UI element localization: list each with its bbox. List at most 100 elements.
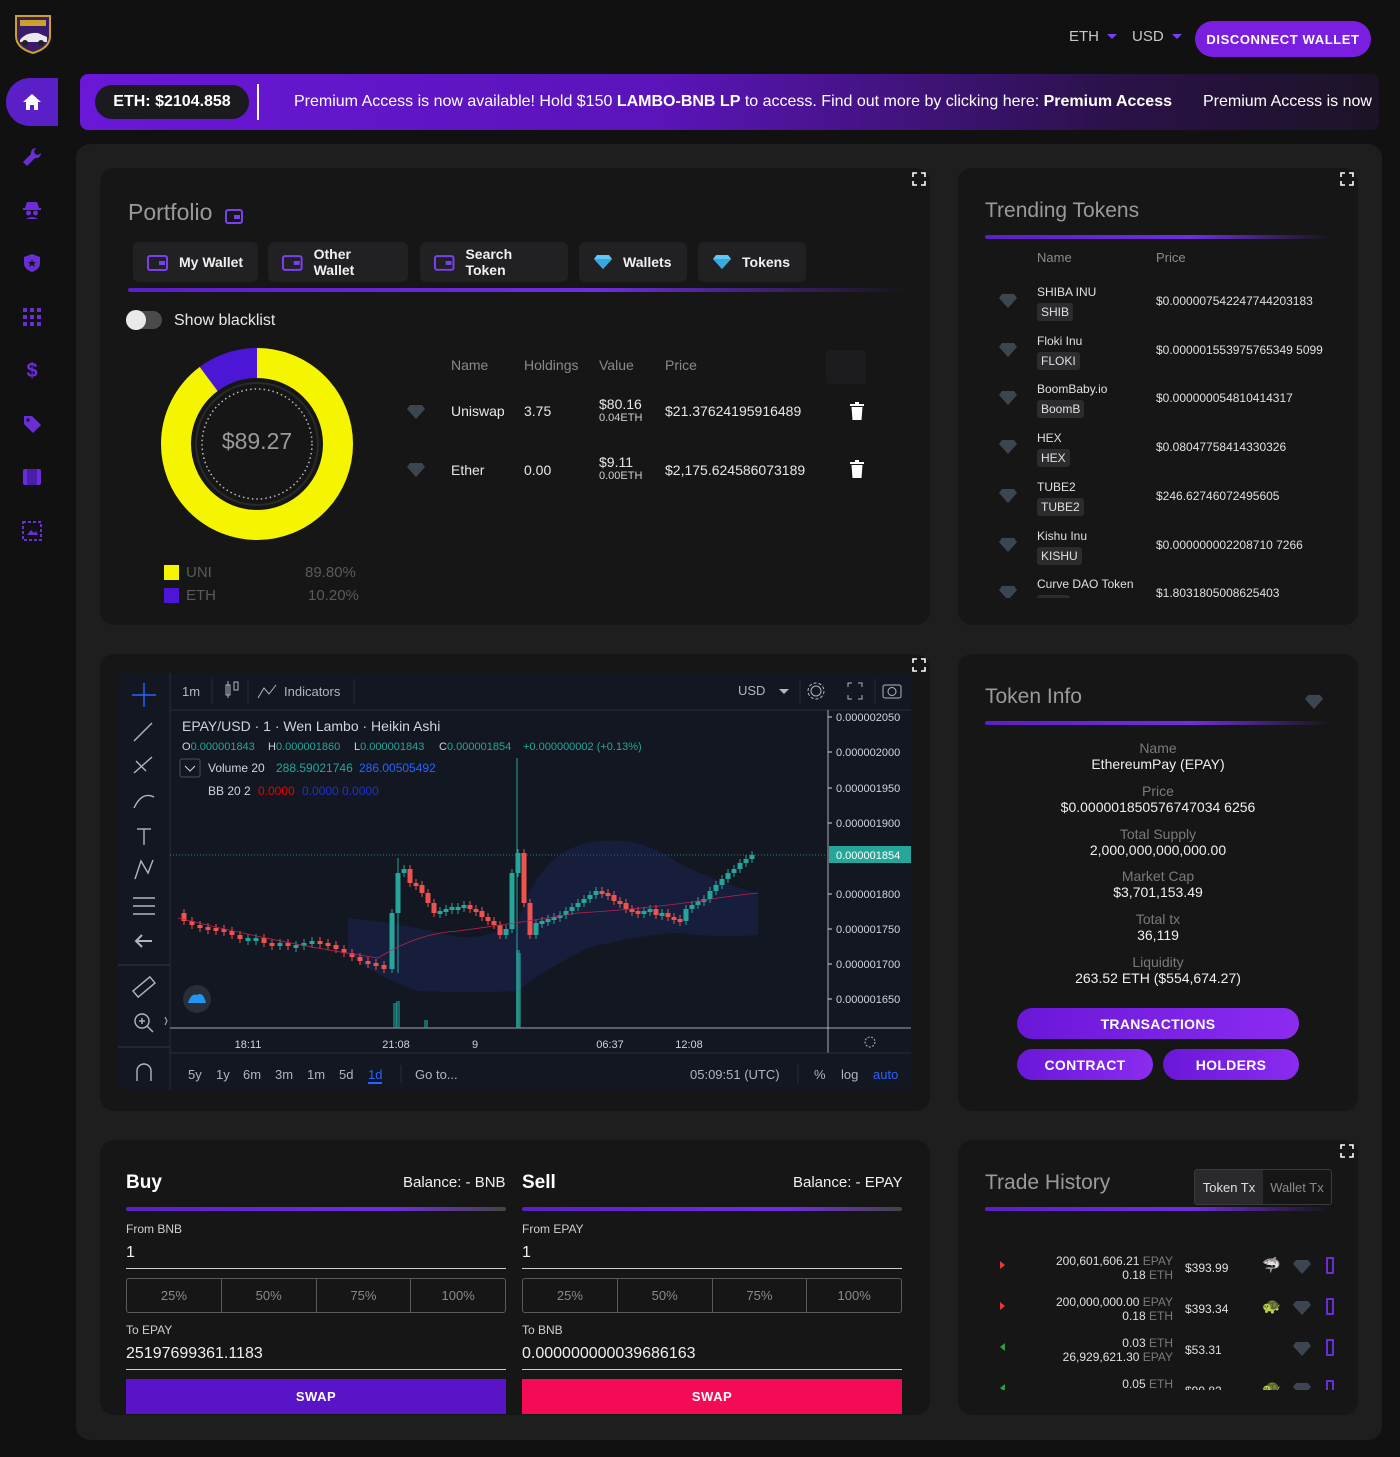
trending-row[interactable]: Kishu Inu KISHU $0.000000002208710 7266 [960, 516, 1356, 565]
candle [301, 943, 307, 946]
gem-icon[interactable] [998, 341, 1018, 359]
buy-swap-button[interactable]: SWAP [126, 1379, 506, 1414]
sell-25-button[interactable]: 25% [523, 1279, 618, 1312]
buy-25-button[interactable]: 25% [127, 1279, 222, 1312]
buy-75-button[interactable]: 75% [317, 1279, 412, 1312]
tab-token-tx[interactable]: Token Tx [1195, 1170, 1263, 1204]
sidebar-tools[interactable] [20, 145, 44, 169]
expand-icon[interactable] [1340, 1144, 1354, 1158]
holding-name[interactable]: Uniswap [451, 403, 505, 419]
gem-icon[interactable] [1292, 1299, 1312, 1317]
gem-icon[interactable] [998, 292, 1018, 310]
buy-to-input[interactable]: 25197699361.1183 [126, 1345, 263, 1362]
expand-icon[interactable] [1340, 172, 1354, 186]
bb-label: BB 20 2 [208, 784, 251, 798]
buy-50-button[interactable]: 50% [222, 1279, 317, 1312]
trade-row[interactable]: 0.05 ETH $99.82 🐢 [960, 1363, 1356, 1390]
contract-button[interactable]: CONTRACT [1017, 1049, 1153, 1080]
gem-icon[interactable] [1292, 1340, 1312, 1358]
gem-icon[interactable] [1304, 693, 1324, 711]
blacklist-toggle[interactable] [126, 310, 162, 330]
gem-icon[interactable] [406, 461, 426, 479]
expand-icon[interactable] [912, 658, 926, 672]
trending-row[interactable]: TUBE2 TUBE2 $246.62746072495605 [960, 467, 1356, 516]
trade-usd: $393.99 [1185, 1261, 1229, 1275]
symbol-line: EPAY/USD · 1 · Wen Lambo · Heikin Ashi [182, 718, 440, 734]
percent-scale-toggle: % [814, 1067, 826, 1082]
candle [205, 927, 211, 930]
sell-from-input[interactable]: 1 [522, 1244, 531, 1261]
gem-icon[interactable] [998, 536, 1018, 554]
holding-name[interactable]: Ether [451, 462, 485, 478]
gem-icon[interactable] [998, 584, 1018, 598]
tab-wallets[interactable]: Wallets [579, 242, 687, 282]
sell-swap-button[interactable]: SWAP [522, 1379, 902, 1414]
sidebar-dollar[interactable]: $ [20, 359, 44, 383]
tradingview-chart[interactable]: 1m Indicators USD 0.000002050 0.000002000… [118, 673, 911, 1090]
trade-row[interactable]: 200,000,000.00 EPAY 0.18 ETH $393.34 🐢 [960, 1281, 1356, 1323]
volume-bar [517, 953, 521, 1028]
wen-lambo-logo[interactable] [10, 12, 56, 55]
trade-unit: ETH [1149, 1377, 1173, 1390]
gem-icon[interactable] [998, 487, 1018, 505]
buy-100-button[interactable]: 100% [441, 1288, 475, 1303]
sell-100-button[interactable]: 100% [837, 1288, 871, 1303]
gem-icon[interactable] [998, 389, 1018, 407]
transactions-button[interactable]: TRANSACTIONS [1017, 1008, 1299, 1039]
trending-token-name: BoomBaby.io [1037, 382, 1108, 397]
trade-unit: EPAY [1142, 1350, 1173, 1364]
buy-from-input[interactable]: 1 [126, 1244, 135, 1261]
candle [245, 938, 251, 941]
tab-my-wallet[interactable]: My Wallet [133, 242, 258, 282]
tab-other-wallet[interactable]: Other Wallet [268, 242, 408, 282]
sell-50-button[interactable]: 50% [618, 1279, 713, 1312]
candle [485, 917, 491, 921]
holders-button[interactable]: HOLDERS [1163, 1049, 1299, 1080]
trending-row[interactable]: HEX HEX $0.08047758414330326 [960, 418, 1356, 468]
copy-icon[interactable] [1326, 1339, 1334, 1356]
copy-icon[interactable] [1326, 1257, 1334, 1274]
trending-row[interactable]: SHIBA INU SHIB $0.000007542247744203183 [960, 272, 1356, 321]
sell-underline [522, 1207, 902, 1211]
volume-value-2: 286.00505492 [359, 761, 436, 775]
trending-row[interactable]: BoomBaby.io BoomB $0.000000054810414317 [960, 369, 1356, 419]
sidebar-spy[interactable] [20, 198, 44, 222]
tab-tokens[interactable]: Tokens [698, 242, 806, 282]
sidebar-apps[interactable] [20, 305, 44, 329]
sidebar-tags[interactable] [20, 412, 44, 436]
premium-access-link[interactable]: Premium Access [1043, 93, 1172, 110]
sidebar-shield[interactable] [20, 251, 44, 275]
copy-icon[interactable] [1326, 1298, 1334, 1315]
trash-icon[interactable] [850, 402, 864, 420]
trash-icon[interactable] [850, 460, 864, 478]
tab-search-token[interactable]: Search Token [420, 242, 568, 282]
volume-label: Volume 20 [208, 761, 265, 775]
camera-icon [882, 684, 902, 699]
gem-icon[interactable] [1292, 1258, 1312, 1276]
gem-icon[interactable] [1292, 1381, 1312, 1390]
sell-to-input[interactable]: 0.000000000039686163 [522, 1345, 696, 1362]
sidebar-media[interactable] [20, 465, 44, 489]
gem-icon[interactable] [998, 438, 1018, 456]
gem-icon[interactable] [406, 403, 426, 421]
sell-75-button[interactable]: 75% [713, 1279, 808, 1312]
copy-icon[interactable] [1326, 1380, 1334, 1390]
tab-wallet-tx[interactable]: Wallet Tx [1270, 1179, 1324, 1195]
disconnect-wallet-button[interactable]: DISCONNECT WALLET [1195, 21, 1371, 57]
sidebar-home[interactable] [6, 78, 58, 126]
network-select[interactable]: ETH [1069, 28, 1117, 45]
sell-from-label: From EPAY [522, 1222, 584, 1236]
expand-icon[interactable] [912, 172, 926, 186]
trending-token-price: $0.000001553975765349 5099 [1156, 342, 1323, 357]
diamond-icon [713, 255, 731, 269]
trending-row[interactable]: Curve DAO Token CRV $1.8031805008625403 [960, 564, 1356, 598]
candle [611, 895, 617, 901]
trade-row[interactable]: 0.03 ETH 26,929,621.30 EPAY $53.31 [960, 1322, 1356, 1364]
holding-price: $21.37624195916489 [665, 403, 802, 419]
currency-select[interactable]: USD [1132, 28, 1182, 45]
trade-usd: $99.82 [1185, 1384, 1222, 1390]
sidebar-gallery[interactable] [20, 519, 44, 543]
trending-row[interactable]: Floki Inu FLOKI $0.000001553975765349 5099 [960, 321, 1356, 370]
time-tick: 21:08 [382, 1039, 410, 1051]
trade-row[interactable]: 200,601,606.21 EPAY 0.18 ETH $393.99 🦈 [960, 1240, 1356, 1282]
